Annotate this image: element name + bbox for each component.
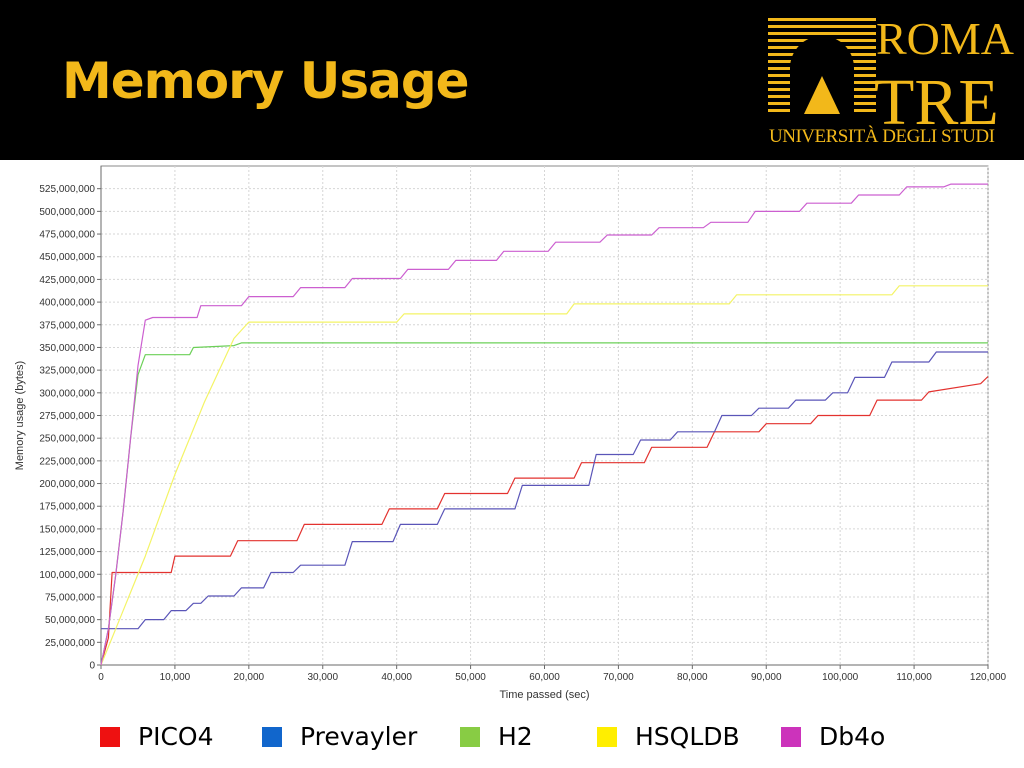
- series-line-db4o: [100, 183, 988, 666]
- legend-label: HSQLDB: [635, 722, 740, 751]
- roma-tre-logo: ROMA TRE UNIVERSITÀ DEGLI STUDI: [764, 14, 1018, 148]
- logo-text-roma: ROMA: [876, 13, 1015, 64]
- x-tick-label: 110,000: [896, 672, 932, 683]
- series-line-prevayler: [101, 351, 988, 630]
- memory-usage-chart: 0 25,000,000 50,000,000 75,000,000 100,000,0…: [14, 165, 1007, 701]
- x-tick-label: 30,000: [307, 672, 338, 683]
- y-tick-label: 325,000,000: [39, 366, 95, 377]
- legend-label: PICO4: [138, 722, 214, 751]
- x-tick-label: 100,000: [822, 672, 859, 683]
- y-tick-label: 525,000,000: [39, 184, 95, 195]
- y-tick-label: 100,000,000: [39, 570, 95, 581]
- y-tick-label: 425,000,000: [39, 275, 95, 286]
- arch-emblem-icon: [768, 18, 876, 114]
- chart-legend: PICO4 Prevayler H2 HSQLDB Db4o: [0, 712, 1024, 762]
- y-tick-label: 350,000,000: [39, 343, 95, 354]
- legend-label: Db4o: [819, 722, 886, 751]
- slide-header: Memory Usage: [0, 0, 1024, 160]
- y-tick-label: 200,000,000: [39, 479, 95, 490]
- y-tick-label: 150,000,000: [39, 524, 95, 535]
- x-axis-label: Time passed (sec): [499, 689, 589, 701]
- x-tick-label: 10,000: [160, 672, 191, 683]
- x-tick-label: 20,000: [234, 672, 265, 683]
- legend-label: Prevayler: [300, 722, 418, 751]
- legend-swatch: [597, 727, 617, 747]
- header-divider: [0, 160, 1024, 164]
- logo-text-university: UNIVERSITÀ DEGLI STUDI: [769, 126, 995, 147]
- slide-title: Memory Usage: [62, 52, 470, 110]
- memory-usage-chart-panel: 0 25,000,000 50,000,000 75,000,000 100,000,0…: [0, 164, 1024, 706]
- x-tick-label: 40,000: [381, 672, 412, 683]
- legend-swatch: [100, 727, 120, 747]
- legend-swatch: [781, 727, 801, 747]
- legend-swatch: [460, 727, 480, 747]
- y-tick-label: 475,000,000: [39, 230, 95, 241]
- y-tick-label: 375,000,000: [39, 320, 95, 331]
- y-tick-label: 50,000,000: [45, 615, 95, 626]
- y-tick-label: 250,000,000: [39, 434, 95, 445]
- legend-swatch: [262, 727, 282, 747]
- y-tick-label: 275,000,000: [39, 411, 95, 422]
- y-tick-label: 400,000,000: [39, 298, 95, 309]
- x-tick-label: 70,000: [603, 672, 634, 683]
- series-line-pico4: [100, 376, 989, 666]
- y-tick-label: 500,000,000: [39, 207, 95, 218]
- x-tick-label: 50,000: [455, 672, 486, 683]
- y-tick-label: 225,000,000: [39, 456, 95, 467]
- x-tick-label: 120,000: [970, 672, 1007, 683]
- y-axis-label: Memory usage (bytes): [14, 361, 26, 470]
- x-tick-label: 0: [98, 672, 104, 683]
- series-line-hsqldb: [100, 285, 988, 666]
- y-tick-label: 300,000,000: [39, 388, 95, 399]
- y-tick-label: 25,000,000: [45, 638, 95, 649]
- x-tick-label: 80,000: [677, 672, 708, 683]
- y-tick-label: 0: [89, 661, 95, 672]
- logo-text-tre: TRE: [874, 66, 999, 139]
- x-tick-label: 90,000: [751, 672, 782, 683]
- legend-label: H2: [498, 722, 533, 751]
- x-tick-label: 60,000: [529, 672, 560, 683]
- y-tick-label: 75,000,000: [45, 592, 95, 603]
- y-tick-label: 450,000,000: [39, 252, 95, 263]
- y-tick-label: 125,000,000: [39, 547, 95, 558]
- y-tick-label: 175,000,000: [39, 502, 95, 513]
